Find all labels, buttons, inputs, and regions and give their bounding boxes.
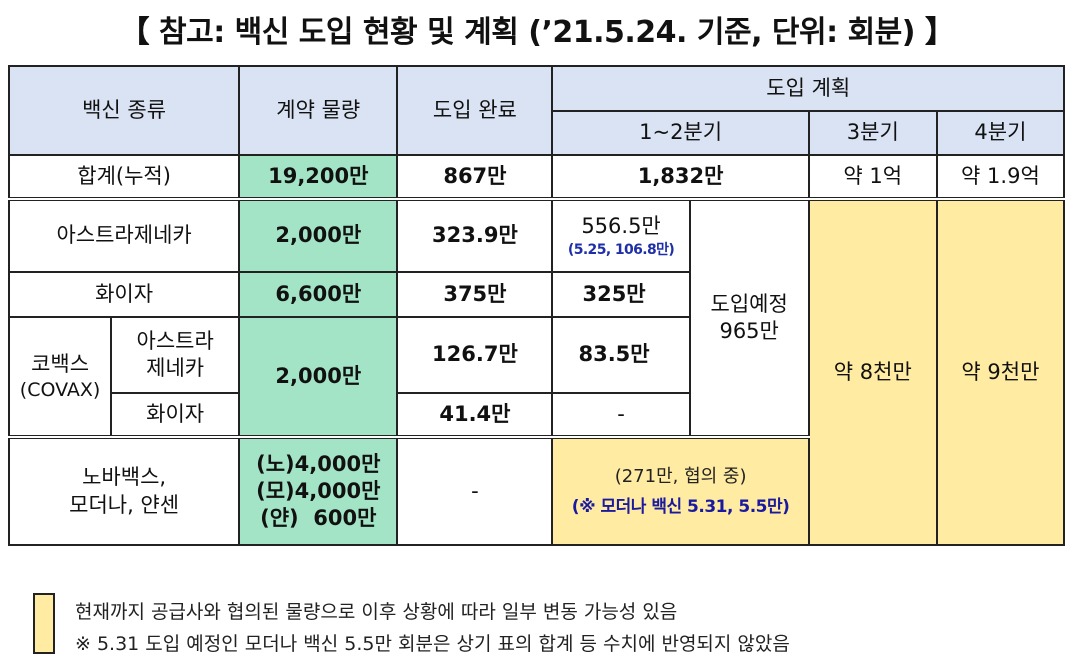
header-delivered: 도입 완료 (396, 65, 554, 156)
row-label-covax: 코백스 (COVAX) (7, 316, 113, 438)
astrazeneca-contract: 2,000만 (238, 197, 399, 273)
header-plan: 도입 계획 (551, 65, 1065, 112)
scheduled-value: 965만 (719, 319, 779, 343)
others-q12: (271만, 협의 중) (※ 모더나 백신 5.31, 5.5만) (551, 435, 810, 546)
header-q12: 1~2분기 (551, 110, 810, 156)
covax-contract: 2,000만 (238, 316, 399, 438)
others-label-line2: 모더나, 얀센 (69, 492, 180, 517)
others-contract: (노)4,000만 (모)4,000만 (얀) 600만 (238, 435, 399, 546)
covax-pfizer-q12: - (551, 392, 691, 438)
header-vaccine-type: 백신 종류 (7, 65, 241, 156)
others-q12-note: (271만, 협의 중) (614, 465, 747, 487)
total-contract: 19,200만 (238, 154, 399, 200)
covax-label-en: (COVAX) (19, 378, 101, 401)
covax-pfizer-label: 화이자 (110, 392, 241, 438)
total-delivered: 867만 (396, 154, 554, 200)
pfizer-contract: 6,600만 (238, 271, 399, 318)
others-q12-moderna-note: (※ 모더나 백신 5.31, 5.5만) (571, 497, 790, 518)
astrazeneca-delivered: 323.9만 (396, 197, 554, 273)
row-label-astrazeneca: 아스트라제네카 (7, 197, 241, 273)
pfizer-delivered: 375만 (396, 271, 554, 318)
others-label-line1: 노바백스, (82, 465, 167, 490)
total-q12: 1,832만 (551, 154, 810, 200)
legend-text-2: ※ 5.31 도입 예정인 모더나 백신 5.5만 회분은 상기 표의 합계 등… (75, 633, 790, 655)
covax-az-label-line2: 제네카 (146, 356, 205, 380)
row-label-pfizer: 화이자 (7, 271, 241, 318)
total-q4: 약 1.9억 (935, 154, 1066, 200)
legend-text-1: 현재까지 공급사와 협의된 물량으로 이후 상황에 따라 일부 변동 가능성 있… (75, 601, 678, 623)
pfizer-q12: 325만 (551, 271, 691, 318)
page-title: 【 참고: 백신 도입 현황 및 계획 (’21.5.24. 기준, 단위: 회… (119, 15, 955, 50)
covax-az-q12: 83.5만 (551, 316, 691, 394)
scheduled-label: 도입예정 (710, 291, 788, 316)
covax-label: 코백스 (31, 351, 90, 376)
others-contract-novavax: (노)4,000만 (256, 451, 381, 476)
covax-az-delivered: 126.7만 (396, 316, 554, 394)
legend-swatch (33, 593, 55, 654)
others-contract-janssen: (얀) 600만 (260, 506, 377, 531)
covax-az-label: 아스트라 제네카 (110, 316, 241, 394)
others-delivered: - (396, 435, 554, 546)
others-contract-moderna: (모)4,000만 (256, 478, 381, 503)
astrazeneca-q12-value: 556.5만 (581, 214, 661, 239)
astrazeneca-q12-note: (5.25, 106.8만) (567, 241, 675, 258)
header-q4: 4분기 (935, 110, 1066, 156)
total-label: 합계(누적) (7, 154, 241, 200)
header-q3: 3분기 (807, 110, 938, 156)
astrazeneca-q12: 556.5만 (5.25, 106.8만) (551, 197, 691, 273)
q3-estimate: 약 8천만 (807, 197, 938, 546)
covax-pfizer-delivered: 41.4만 (396, 392, 554, 438)
row-label-others: 노바백스, 모더나, 얀센 (7, 435, 241, 546)
header-contract: 계약 물량 (238, 65, 399, 156)
scheduled-cell: 도입예정 965만 (688, 197, 810, 438)
total-q3: 약 1억 (807, 154, 938, 200)
covax-az-label-line1: 아스트라 (136, 328, 214, 353)
vaccine-table: 백신 종류 계약 물량 도입 완료 도입 계획 1~2분기 3분기 4분기 합계… (7, 65, 1066, 546)
q4-estimate: 약 9천만 (935, 197, 1066, 546)
